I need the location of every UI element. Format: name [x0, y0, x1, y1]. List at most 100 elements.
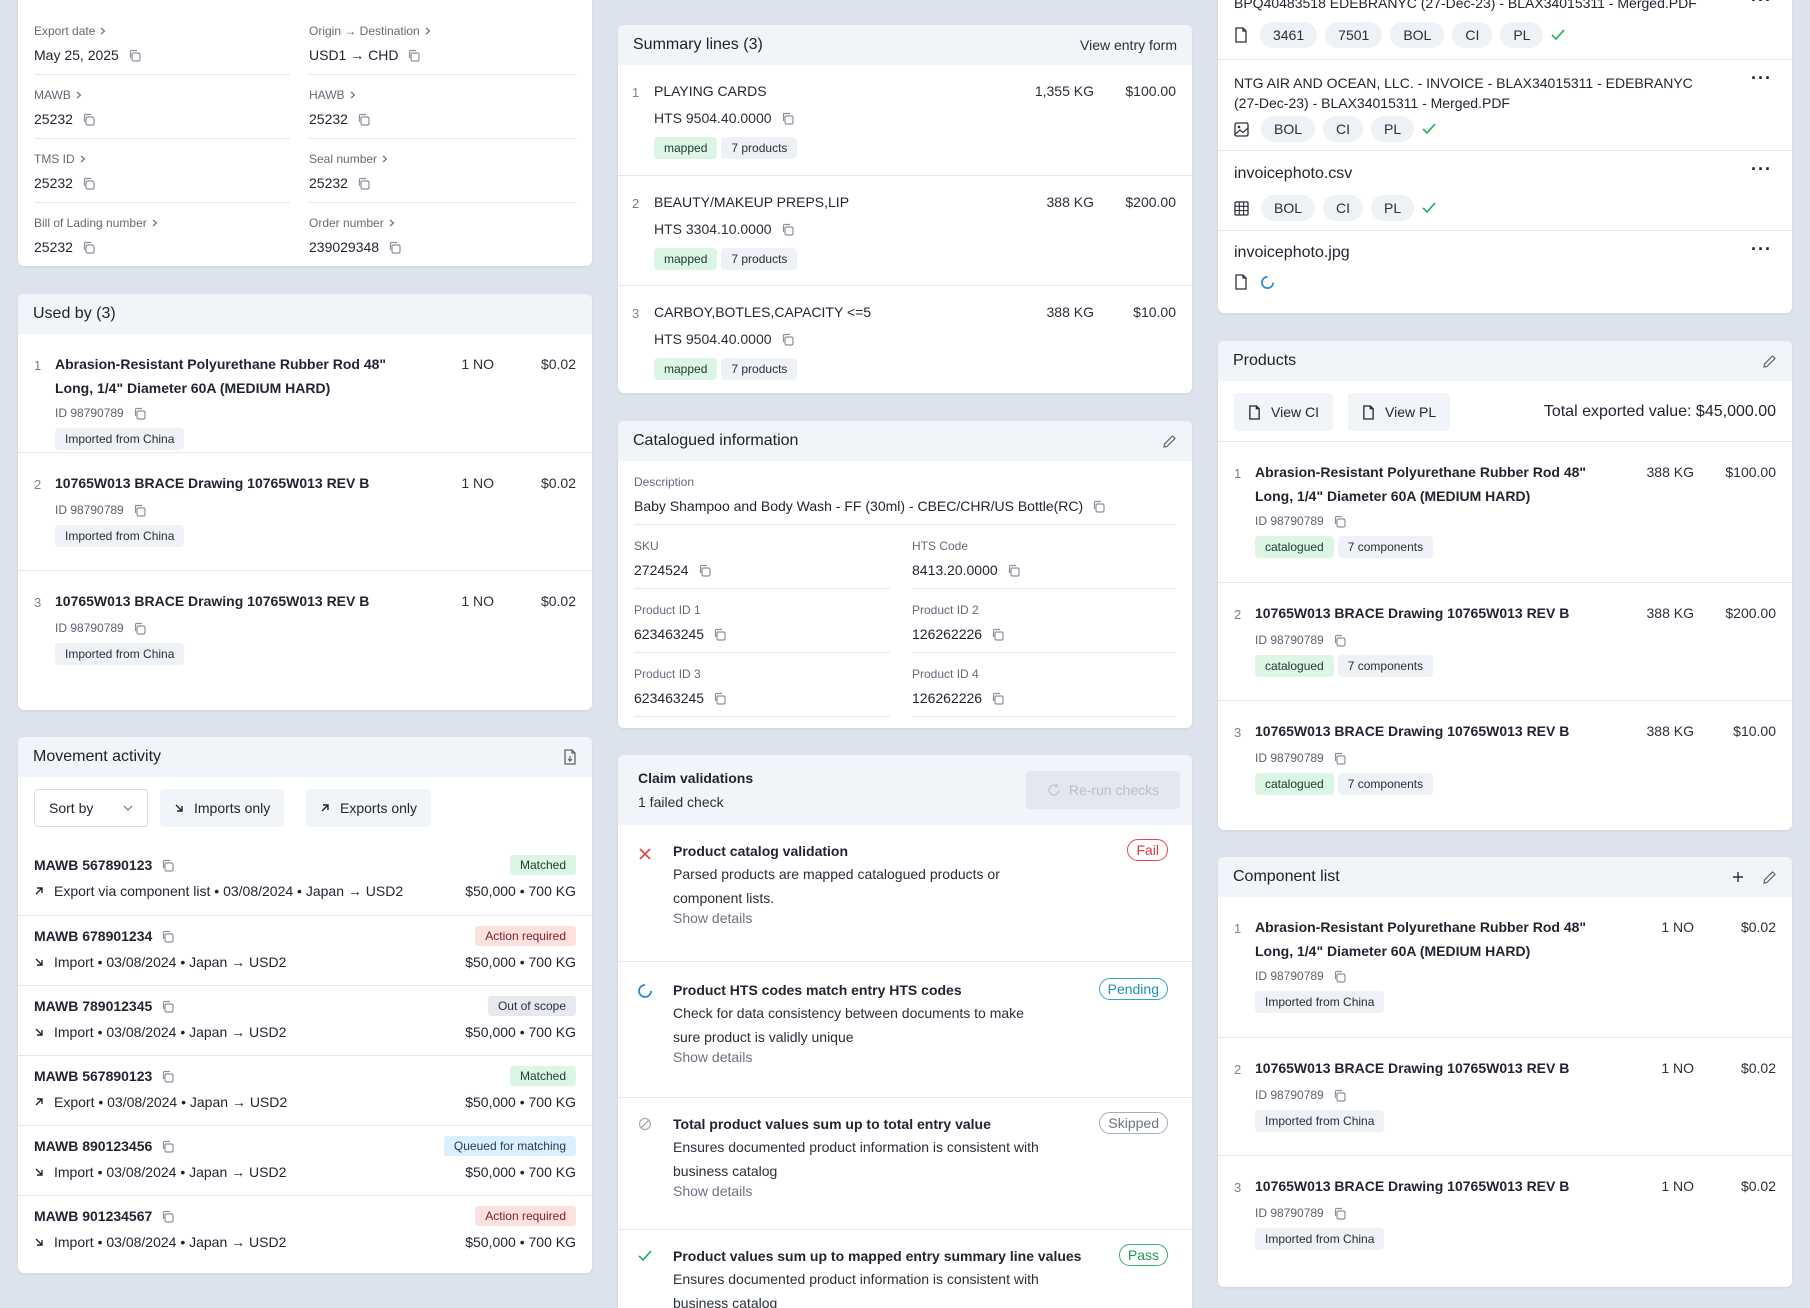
- used-by-item[interactable]: 2 10765W013 BRACE Drawing 10765W013 REV …: [18, 452, 592, 570]
- copy-icon[interactable]: [781, 333, 794, 346]
- copy-icon[interactable]: [161, 930, 174, 943]
- imports-only-button[interactable]: Imports only: [160, 789, 285, 827]
- copy-icon[interactable]: [161, 1210, 174, 1223]
- copy-icon[interactable]: [161, 1140, 174, 1153]
- document-item[interactable]: NTG AIR AND OCEAN, LLC. - INVOICE - BLAX…: [1218, 59, 1792, 150]
- field-product-id-2[interactable]: Product ID 2 126262226: [912, 603, 1176, 642]
- view-pl-button[interactable]: View PL: [1348, 393, 1451, 431]
- copy-icon[interactable]: [161, 859, 174, 872]
- field-order-number[interactable]: Order number 239029348: [309, 216, 577, 255]
- document-item[interactable]: BPQ40483518 EDEBRANYC (27-Dec-23) - BLAX…: [1218, 0, 1792, 59]
- add-icon[interactable]: [1732, 871, 1744, 883]
- more-options-icon[interactable]: ···: [1751, 0, 1772, 10]
- movement-row[interactable]: MAWB 901234567 Action required Import • 03…: [18, 1195, 592, 1265]
- copy-icon[interactable]: [991, 692, 1004, 705]
- summary-line[interactable]: 1 PLAYING CARDS 1,355 KG $100.00 HTS 950…: [618, 65, 1192, 175]
- edit-pencil-icon[interactable]: [1762, 870, 1777, 885]
- copy-icon[interactable]: [128, 49, 141, 62]
- more-options-icon[interactable]: ···: [1751, 159, 1772, 179]
- edit-pencil-icon[interactable]: [1162, 434, 1177, 449]
- validation-item[interactable]: Total product values sum up to total ent…: [618, 1097, 1192, 1229]
- edit-pencil-icon[interactable]: [1762, 354, 1777, 369]
- view-entry-form-link[interactable]: View entry form: [1080, 37, 1177, 53]
- products-chip[interactable]: 7 products: [721, 137, 798, 159]
- copy-icon[interactable]: [781, 112, 794, 125]
- field-mawb[interactable]: MAWB 25232: [34, 88, 290, 127]
- copy-icon[interactable]: [82, 177, 95, 190]
- show-details-link[interactable]: Show details: [673, 1183, 753, 1199]
- component-item[interactable]: 1 Abrasion-Resistant Polyurethane Rubber…: [1218, 897, 1792, 1037]
- copy-icon[interactable]: [407, 49, 421, 62]
- copy-icon[interactable]: [133, 407, 146, 420]
- validation-item[interactable]: Product catalog validation Parsed produc…: [618, 825, 1192, 961]
- products-chip[interactable]: 7 products: [721, 358, 798, 380]
- movement-row[interactable]: MAWB 789012345 Out of scope Import • 03/08…: [18, 985, 592, 1055]
- export-file-icon[interactable]: [563, 749, 577, 765]
- movement-row[interactable]: MAWB 678901234 Action required Import • 03…: [18, 915, 592, 985]
- components-chip[interactable]: 7 components: [1337, 773, 1434, 795]
- view-ci-button[interactable]: View CI: [1234, 393, 1333, 431]
- field-product-id-4[interactable]: Product ID 4 126262226: [912, 667, 1176, 706]
- movement-row[interactable]: MAWB 567890123 Matched Export via componen…: [18, 845, 592, 915]
- validation-item[interactable]: Product values sum up to mapped entry su…: [618, 1229, 1192, 1308]
- copy-icon[interactable]: [1333, 515, 1346, 528]
- copy-icon[interactable]: [1333, 1089, 1346, 1102]
- field-hts-code[interactable]: HTS Code 8413.20.0000: [912, 539, 1176, 578]
- more-options-icon[interactable]: ···: [1751, 239, 1772, 259]
- component-item[interactable]: 2 10765W013 BRACE Drawing 10765W013 REV …: [1218, 1037, 1792, 1155]
- summary-line[interactable]: 2 BEAUTY/MAKEUP PREPS,LIP 388 KG $200.00…: [618, 175, 1192, 285]
- copy-icon[interactable]: [357, 113, 370, 126]
- movement-row[interactable]: MAWB 890123456 Queued for matching Import …: [18, 1125, 592, 1195]
- field-tms-id[interactable]: TMS ID 25232: [34, 152, 290, 191]
- copy-icon[interactable]: [1333, 970, 1346, 983]
- copy-icon[interactable]: [1333, 634, 1346, 647]
- show-details-link[interactable]: Show details: [673, 1049, 753, 1065]
- copy-icon[interactable]: [1333, 752, 1346, 765]
- copy-icon[interactable]: [991, 628, 1004, 641]
- copy-icon[interactable]: [781, 223, 794, 236]
- more-options-icon[interactable]: ···: [1751, 68, 1772, 88]
- view-pl-label: View PL: [1385, 404, 1437, 420]
- field-origin-destination[interactable]: Origin → Destination USD1 → CHD: [309, 24, 577, 63]
- copy-icon[interactable]: [1333, 1207, 1346, 1220]
- components-chip[interactable]: 7 components: [1337, 655, 1434, 677]
- sort-by-select[interactable]: Sort by: [34, 789, 148, 827]
- product-item[interactable]: 1 Abrasion-Resistant Polyurethane Rubber…: [1218, 441, 1792, 582]
- validation-item[interactable]: Product HTS codes match entry HTS codes …: [618, 961, 1192, 1097]
- products-chip[interactable]: 7 products: [721, 248, 798, 270]
- copy-icon[interactable]: [357, 177, 370, 190]
- field-hawb[interactable]: HAWB 25232: [309, 88, 577, 127]
- copy-icon[interactable]: [133, 622, 146, 635]
- field-bill-of-lading[interactable]: Bill of Lading number 25232: [34, 216, 290, 255]
- copy-icon[interactable]: [388, 241, 401, 254]
- used-by-item[interactable]: 3 10765W013 BRACE Drawing 10765W013 REV …: [18, 570, 592, 688]
- component-item[interactable]: 3 10765W013 BRACE Drawing 10765W013 REV …: [1218, 1155, 1792, 1287]
- field-export-date[interactable]: Export date May 25, 2025: [34, 24, 290, 63]
- copy-icon[interactable]: [161, 1070, 174, 1083]
- copy-icon[interactable]: [713, 692, 726, 705]
- copy-icon[interactable]: [82, 113, 95, 126]
- copy-icon[interactable]: [1092, 500, 1105, 513]
- field-product-id-1[interactable]: Product ID 1 623463245: [634, 603, 890, 642]
- rerun-checks-button[interactable]: Re-run checks: [1026, 771, 1180, 809]
- copy-icon[interactable]: [698, 564, 711, 577]
- movement-row[interactable]: MAWB 567890123 Matched Export • 03/08/2024…: [18, 1055, 592, 1125]
- exports-only-button[interactable]: Exports only: [306, 789, 432, 827]
- field-description[interactable]: Description Baby Shampoo and Body Wash -…: [634, 475, 1176, 514]
- copy-icon[interactable]: [161, 1000, 174, 1013]
- document-item[interactable]: invoicephoto.jpg ···: [1218, 230, 1792, 313]
- used-by-item[interactable]: 1 Abrasion-Resistant Polyurethane Rubber…: [18, 334, 592, 452]
- summary-line[interactable]: 3 CARBOY,BOTLES,CAPACITY <=5 388 KG $10.…: [618, 285, 1192, 393]
- components-chip[interactable]: 7 components: [1337, 536, 1434, 558]
- field-product-id-3[interactable]: Product ID 3 623463245: [634, 667, 890, 706]
- show-details-link[interactable]: Show details: [673, 910, 753, 926]
- field-sku[interactable]: SKU 2724524: [634, 539, 890, 578]
- copy-icon[interactable]: [1007, 564, 1020, 577]
- copy-icon[interactable]: [133, 504, 146, 517]
- document-item[interactable]: invoicephoto.csv ··· BOL CI PL: [1218, 150, 1792, 230]
- product-item[interactable]: 2 10765W013 BRACE Drawing 10765W013 REV …: [1218, 582, 1792, 700]
- copy-icon[interactable]: [82, 241, 95, 254]
- product-item[interactable]: 3 10765W013 BRACE Drawing 10765W013 REV …: [1218, 700, 1792, 830]
- copy-icon[interactable]: [713, 628, 726, 641]
- field-seal-number[interactable]: Seal number 25232: [309, 152, 577, 191]
